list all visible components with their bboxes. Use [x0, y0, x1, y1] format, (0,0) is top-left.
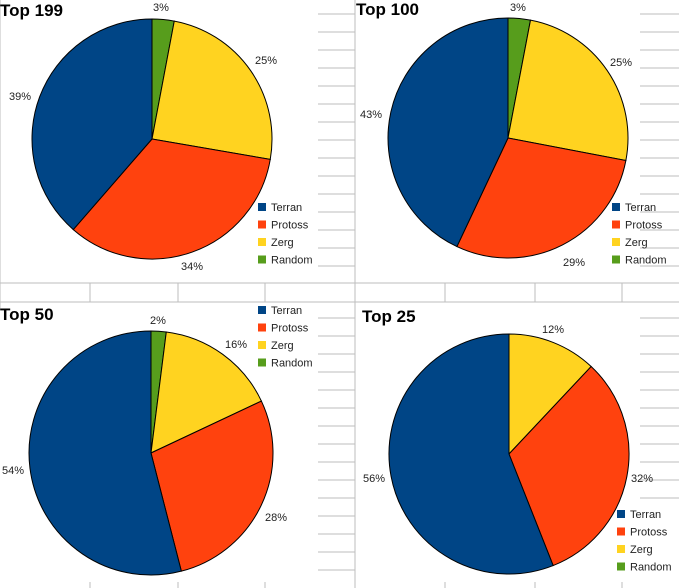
legend: Terran Protoss Zerg Random	[612, 202, 667, 267]
legend-swatch-terran	[258, 306, 266, 314]
legend: Terran Protoss Zerg Random	[258, 305, 313, 370]
chart-title: Top 199	[0, 1, 63, 20]
pie-slice-terran	[388, 333, 554, 575]
legend-swatch-zerg	[258, 238, 266, 246]
pie-chart-4: Top 25 12% 32% 56% Terran Protoss Zerg Random	[362, 307, 672, 575]
legend-label: Protoss	[271, 323, 309, 335]
data-label: 54%	[2, 465, 24, 477]
pie-slice-protoss	[72, 138, 271, 260]
legend-label: Random	[625, 255, 667, 267]
pie-slice-zerg	[150, 331, 263, 454]
data-label: 16%	[225, 339, 247, 351]
legend-swatch-terran	[258, 203, 266, 211]
pie-slice-protoss	[508, 365, 630, 567]
legend-swatch-zerg	[617, 545, 625, 553]
legend-swatch-random	[612, 255, 620, 264]
pie-slice-protoss	[456, 137, 627, 259]
legend-swatch-terran	[617, 510, 625, 518]
legend: Terran Protoss Zerg Random	[258, 202, 313, 267]
legend-swatch-random	[258, 255, 266, 264]
legend-label: Protoss	[630, 527, 668, 539]
data-label: 34%	[181, 261, 203, 273]
chart-title: Top 25	[362, 307, 416, 326]
pie-slice-zerg	[151, 20, 273, 161]
legend-swatch-zerg	[612, 238, 620, 246]
legend-label: Terran	[630, 509, 661, 521]
legend-label: Terran	[271, 305, 302, 317]
pie-chart-2: Top 100 3% 25% 29% 43% Terran Protoss Zerg Rando…	[356, 0, 667, 269]
charts-layer: Top 199 3% 25% 34% 39% Terran Protoss Zerg Rando…	[0, 0, 672, 576]
pie-chart-3: Top 50 2% 16% 28% 54% Terran Protoss Zerg Random	[0, 305, 313, 576]
data-label: 3%	[510, 2, 526, 14]
legend-swatch-protoss	[612, 220, 620, 229]
data-label: 12%	[542, 324, 564, 336]
legend-label: Random	[271, 358, 313, 370]
data-label: 56%	[363, 473, 385, 485]
pie-slice-terran	[31, 18, 153, 231]
pie-slice-zerg	[507, 19, 629, 162]
data-label: 3%	[153, 2, 169, 14]
legend-swatch-random	[617, 562, 625, 571]
chart-title: Top 100	[356, 0, 419, 19]
pie-chart-1: Top 199 3% 25% 34% 39% Terran Protoss Zerg Rando…	[0, 1, 313, 273]
legend-label: Zerg	[271, 237, 294, 249]
data-label: 29%	[563, 257, 585, 269]
legend-swatch-protoss	[258, 323, 266, 332]
legend-label: Zerg	[630, 544, 653, 556]
data-label: 43%	[360, 109, 382, 121]
data-label: 32%	[631, 473, 653, 485]
legend-label: Zerg	[625, 237, 648, 249]
pie-slice-terran	[387, 17, 509, 248]
data-label: 2%	[150, 315, 166, 327]
legend-label: Terran	[271, 202, 302, 214]
legend-swatch-protoss	[258, 220, 266, 229]
data-label: 28%	[265, 512, 287, 524]
data-label: 25%	[610, 57, 632, 69]
legend-label: Protoss	[625, 220, 663, 232]
legend-label: Random	[630, 562, 672, 574]
pie-slice-terran	[28, 330, 182, 576]
legend: Terran Protoss Zerg Random	[617, 509, 672, 574]
legend-label: Terran	[625, 202, 656, 214]
pie-slice-protoss	[150, 400, 274, 572]
pie-slice-zerg	[508, 333, 592, 456]
legend-label: Zerg	[271, 340, 294, 352]
legend-swatch-random	[258, 358, 266, 367]
legend-label: Protoss	[271, 220, 309, 232]
legend-swatch-protoss	[617, 527, 625, 536]
data-label: 25%	[255, 55, 277, 67]
chart-title: Top 50	[0, 305, 54, 324]
data-label: 39%	[9, 91, 31, 103]
legend-label: Random	[271, 255, 313, 267]
legend-swatch-terran	[612, 203, 620, 211]
legend-swatch-zerg	[258, 341, 266, 349]
